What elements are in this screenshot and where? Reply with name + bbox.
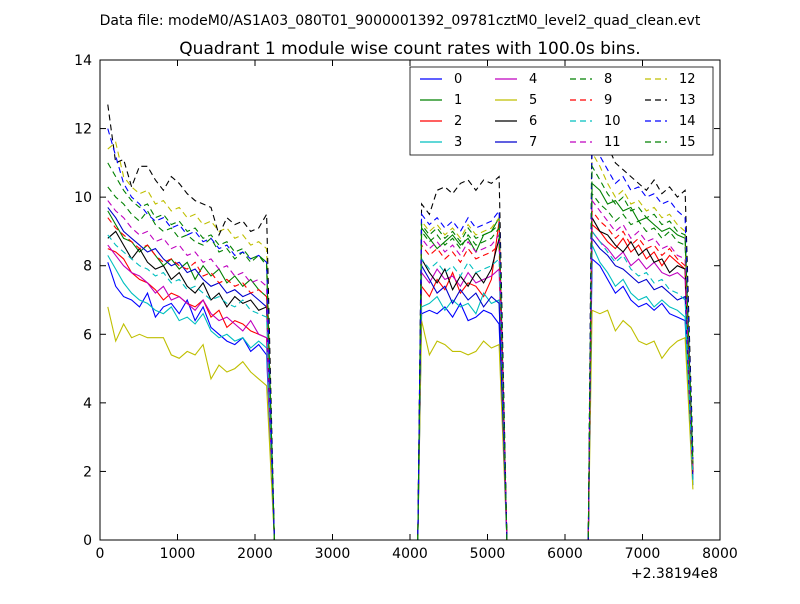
legend-label-12: 12 [679, 72, 696, 87]
legend-label-7: 7 [529, 135, 537, 150]
y-tick-label: 2 [83, 464, 92, 480]
plot-area: 0 1000 2000 3000 4000 5000 6000 7000 80000246810… [74, 53, 738, 562]
chart-title: Quadrant 1 module wise count rates with … [179, 39, 640, 59]
legend-label-0: 0 [454, 72, 462, 87]
series-line-5 [107, 306, 694, 540]
series-line-2 [107, 221, 694, 540]
series-line-15 [107, 162, 694, 540]
series-lines [107, 104, 694, 540]
series-line-12 [107, 141, 694, 540]
x-tick-label: 3000 [315, 546, 351, 562]
x-tick-label: 2000 [237, 546, 273, 562]
legend-label-4: 4 [529, 72, 537, 87]
series-line-4 [107, 229, 694, 540]
y-tick-label: 12 [74, 122, 92, 138]
legend-label-5: 5 [529, 93, 537, 108]
legend-label-1: 1 [454, 93, 462, 108]
y-tick-label: 4 [83, 396, 92, 412]
legend-label-14: 14 [679, 114, 696, 129]
legend-box [409, 66, 714, 156]
x-tick-label: 4000 [392, 546, 428, 562]
x-tick-label: 6000 [547, 546, 583, 562]
legend-label-8: 8 [604, 72, 612, 87]
series-line-8 [107, 186, 694, 540]
legend-label-3: 3 [454, 135, 462, 150]
legend-label-13: 13 [679, 93, 696, 108]
x-tick-label: 7000 [625, 546, 661, 562]
y-tick-label: 6 [83, 327, 92, 343]
series-line-14 [107, 128, 694, 540]
y-tick-label: 10 [74, 190, 92, 206]
x-tick-label: 0 [96, 546, 105, 562]
legend-label-6: 6 [529, 114, 537, 129]
y-tick-label: 14 [74, 53, 92, 69]
x-tick-label: 5000 [470, 546, 506, 562]
legend-label-15: 15 [679, 135, 696, 150]
series-line-9 [107, 209, 694, 540]
y-tick-label: 0 [83, 533, 92, 549]
series-line-3 [107, 244, 694, 540]
series-line-6 [107, 215, 694, 540]
legend-label-9: 9 [604, 93, 612, 108]
series-line-13 [107, 104, 694, 540]
legend-label-2: 2 [454, 114, 462, 129]
series-line-10 [107, 229, 694, 540]
legend-label-10: 10 [604, 114, 621, 129]
legend-label-11: 11 [604, 135, 621, 150]
x-tick-label: 8000 [702, 546, 738, 562]
y-tick-label: 8 [83, 259, 92, 275]
x-tick-label: 1000 [160, 546, 196, 562]
series-line-0 [107, 257, 694, 540]
series-line-1 [107, 182, 694, 540]
series-line-11 [107, 198, 694, 540]
x-offset-label: +2.38194e8 [631, 566, 718, 582]
series-line-7 [107, 207, 694, 540]
figure-suptitle: Data file: modeM0/AS1A03_080T01_90000013… [100, 13, 701, 29]
